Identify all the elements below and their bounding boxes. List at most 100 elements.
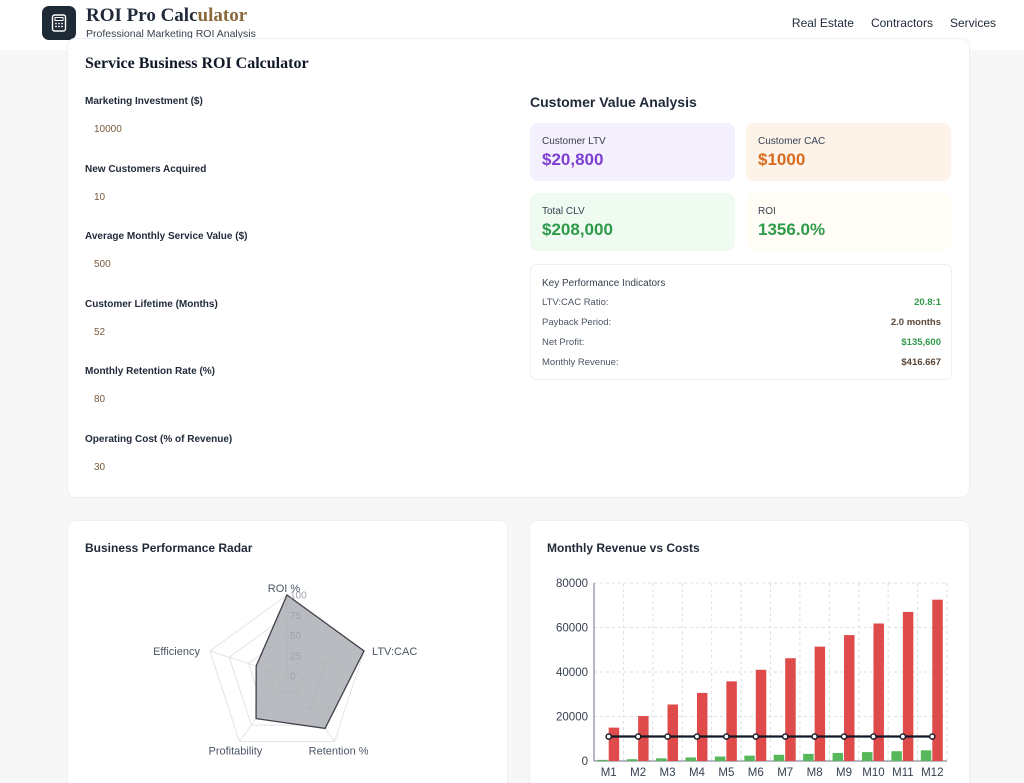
x-tick-label: M10 (862, 767, 884, 779)
kpi-label: Net Profit: (542, 337, 585, 348)
revenue-bar (814, 646, 826, 761)
x-tick-label: M5 (718, 767, 734, 779)
operating-cost-input[interactable] (85, 454, 465, 480)
y-tick-label: 40000 (556, 667, 588, 679)
metric-card-clv: Total CLV $208,000 (530, 193, 735, 251)
metric-value: $1000 (758, 150, 806, 169)
y-tick-label: 60000 (556, 623, 588, 635)
x-tick-label: M9 (836, 767, 852, 779)
nav-contractors[interactable]: Contractors (870, 16, 933, 30)
radar-title: Business Performance Radar (85, 541, 253, 555)
radar-tick-label: 25 (290, 651, 302, 662)
field-label-lifetime: Customer Lifetime (Months) (85, 299, 218, 310)
cost-bar (773, 754, 785, 761)
radar-data-area (255, 593, 365, 730)
cost-line-point (928, 733, 936, 740)
cost-line-point (605, 733, 613, 740)
kpi-value: $416.667 (901, 357, 941, 368)
cost-bar (832, 752, 844, 761)
revenue-bar (667, 704, 679, 761)
revenue-bar (755, 669, 767, 761)
radar-tick-label: 0 (290, 672, 296, 683)
revenue-bar (726, 681, 737, 761)
kpi-row-ltv-cac: LTV:CAC Ratio: 20.8:1 (542, 297, 941, 311)
nav-services[interactable]: Services (949, 16, 996, 30)
x-tick-label: M3 (660, 767, 676, 779)
lifetime-input[interactable] (85, 319, 465, 345)
x-tick-label: M6 (748, 767, 764, 779)
kpi-row-monthly-revenue: Monthly Revenue: $416.667 (542, 357, 941, 371)
field-label-customers: New Customers Acquired (85, 164, 207, 175)
analysis-title: Customer Value Analysis (530, 94, 697, 110)
radar-axis-label: ROI % (268, 583, 301, 595)
cost-bar (714, 756, 726, 761)
x-tick-label: M8 (807, 767, 823, 779)
kpi-label: Payback Period: (542, 317, 612, 328)
kpi-row-net-profit: Net Profit: $135,600 (542, 337, 941, 351)
cost-bar (920, 750, 932, 761)
brand-title-accent: ulator (197, 5, 248, 26)
cost-line-point (634, 733, 642, 740)
cost-bar (685, 757, 696, 761)
metric-label: Customer LTV (542, 136, 606, 147)
metric-card-cac: Customer CAC $1000 (746, 123, 951, 181)
retention-input[interactable] (85, 386, 465, 412)
radar-axis-label: Efficiency (153, 646, 200, 658)
y-tick-label: 20000 (556, 712, 588, 724)
cost-bar (656, 758, 667, 761)
cost-line-point (899, 733, 907, 740)
kpi-value: 2.0 months (890, 317, 941, 328)
x-tick-label: M12 (921, 767, 943, 779)
cost-line-point (693, 733, 701, 740)
cost-line-point (781, 733, 789, 740)
field-label-service-value: Average Monthly Service Value ($) (85, 231, 248, 242)
cost-line-point (840, 733, 848, 740)
nav-real-estate[interactable]: Real Estate (791, 16, 854, 30)
cost-line-point (723, 733, 730, 740)
revenue-bar (696, 692, 708, 761)
x-tick-label: M4 (689, 767, 706, 779)
brand-title: ROI Pro Calculator (86, 5, 247, 27)
x-tick-label: M1 (601, 767, 617, 779)
logo[interactable] (42, 6, 76, 40)
investment-input[interactable] (85, 116, 465, 142)
revenue-bar (785, 658, 796, 761)
revenue-bar (608, 727, 620, 761)
field-label-investment: Marketing Investment ($) (85, 96, 203, 107)
y-tick-label: 0 (582, 756, 588, 768)
y-tick-label: 80000 (556, 578, 588, 590)
metric-label: Customer CAC (758, 136, 826, 147)
metric-card-roi: ROI 1356.0% (746, 193, 951, 251)
radar-axis-label: Profitability (208, 746, 262, 758)
cost-bar (803, 753, 814, 761)
radar-tick-label: 75 (290, 611, 302, 622)
kpi-value: 20.8:1 (914, 297, 941, 308)
revenue-bar (844, 635, 855, 761)
calculator-icon (51, 14, 67, 32)
cost-line-point (811, 733, 818, 740)
cost-bar (861, 752, 873, 761)
x-tick-label: M7 (777, 767, 793, 779)
service-value-input[interactable] (85, 251, 465, 277)
brand-title-main: ROI Pro Calc (86, 5, 198, 26)
metric-value: $20,800 (542, 150, 604, 169)
kpi-label: LTV:CAC Ratio: (542, 297, 609, 308)
field-label-operating-cost: Operating Cost (% of Revenue) (85, 434, 233, 445)
radar-tick-label: 100 (290, 591, 307, 602)
radar-tick-label: 50 (290, 631, 302, 642)
cost-line-point (870, 733, 877, 740)
kpi-value: $135,600 (901, 337, 941, 348)
kpi-panel: Key Performance Indicators LTV:CAC Ratio… (530, 264, 952, 380)
calculator-title: Service Business ROI Calculator (85, 55, 309, 72)
cost-line-point (752, 733, 760, 740)
cost-bar (891, 751, 902, 761)
x-tick-label: M11 (892, 767, 914, 779)
radar-axis-label: LTV:CAC (372, 646, 417, 658)
metric-label: ROI (758, 206, 776, 217)
x-tick-label: M2 (630, 767, 646, 779)
metric-card-ltv: Customer LTV $20,800 (530, 123, 735, 181)
customers-input[interactable] (85, 184, 465, 210)
cost-bar (744, 755, 755, 761)
revenue-cost-chart: 0 20000 40000 60000 80000 M1 M2 M3 M4 M5 M6 M7 M8 M9 M… (556, 578, 948, 779)
